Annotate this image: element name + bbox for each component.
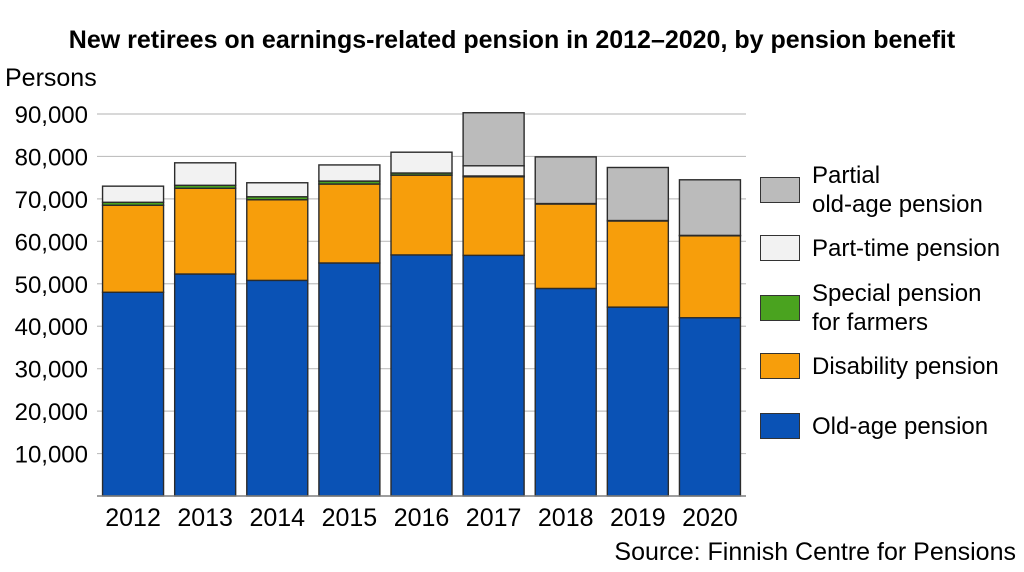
legend-swatch — [760, 177, 800, 203]
source-note: Source: Finnish Centre for Pensions — [614, 538, 1016, 566]
bar-segment-2017-part-time-pension — [462, 165, 525, 177]
legend-swatch — [760, 353, 800, 379]
y-tick-labels: 10,000 20,000 30,000 40,000 50,000 60,000 70,0… — [15, 102, 88, 469]
x-tick-label: 2014 — [249, 504, 305, 532]
bar-segment-2014-old-age-pension — [246, 279, 309, 497]
bar-segment-2020-disability-pension — [678, 235, 742, 319]
legend-label: Old-age pension — [812, 412, 1024, 441]
y-tick-label: 60,000 — [15, 229, 88, 256]
bar-segment-2016-part-time-pension — [390, 151, 453, 174]
x-tick-label: 2016 — [394, 504, 450, 532]
bars — [101, 112, 742, 497]
bar-segment-2015-disability-pension — [318, 183, 381, 264]
legend-item: Partial old-age pension — [760, 161, 1024, 219]
legend-item: Disability pension — [760, 352, 1024, 381]
legend-item: Old-age pension — [760, 412, 1024, 441]
bar-segment-2016-old-age-pension — [390, 254, 453, 497]
y-tick-label: 70,000 — [15, 187, 88, 214]
bar-segment-2012-old-age-pension — [101, 291, 165, 497]
bar-segment-2017-old-age-pension — [462, 254, 525, 497]
bar-segment-2019-disability-pension — [606, 220, 670, 308]
bar-segment-2015-part-time-pension — [318, 164, 381, 182]
x-tick-label: 2012 — [105, 504, 161, 532]
y-tick-label: 10,000 — [15, 442, 88, 469]
bar-segment-2020-partial-old-age-pension — [678, 179, 742, 237]
y-tick-label: 80,000 — [15, 144, 88, 171]
legend-label: Special pension for farmers — [812, 279, 1024, 337]
bar-segment-2019-old-age-pension — [606, 306, 670, 497]
legend-swatch — [760, 413, 800, 439]
legend-label-line: for farmers — [812, 309, 929, 336]
y-tick-label: 50,000 — [15, 272, 88, 299]
x-tick-label: 2013 — [177, 504, 233, 532]
bar-segment-2014-disability-pension — [246, 199, 309, 282]
y-axis-label: Persons — [5, 64, 97, 92]
bar-segment-2016-disability-pension — [390, 174, 453, 256]
chart-title: New retirees on earnings-related pension… — [68, 26, 956, 54]
bar-segment-2013-old-age-pension — [173, 273, 237, 497]
y-tick-label: 30,000 — [15, 357, 88, 384]
legend-item: Part-time pension — [760, 234, 1024, 263]
bar-segment-2013-part-time-pension — [173, 162, 237, 187]
legend-label: Part-time pension — [812, 234, 1024, 263]
bar-segment-2014-part-time-pension — [246, 182, 309, 198]
bar-segment-2018-old-age-pension — [534, 287, 597, 497]
bar-segment-2018-partial-old-age-pension — [534, 156, 597, 205]
bar-segment-2017-disability-pension — [462, 176, 525, 257]
y-tick-label: 90,000 — [15, 102, 88, 129]
legend-label: Partial old-age pension — [812, 161, 1024, 219]
legend-label-line: Part-time pension — [812, 234, 1001, 262]
bar-segment-2012-part-time-pension — [101, 185, 165, 203]
legend-label: Disability pension — [812, 352, 1024, 381]
x-tick-label: 2018 — [538, 504, 594, 532]
x-tick-label: 2015 — [322, 504, 378, 532]
bar-segment-2013-disability-pension — [173, 187, 237, 275]
legend-swatch — [760, 295, 800, 321]
legend-label-line: Special pension — [812, 280, 982, 307]
x-tick-label: 2017 — [466, 504, 522, 532]
bar-segment-2019-partial-old-age-pension — [606, 166, 670, 222]
legend-item: Special pension for farmers — [760, 279, 1024, 337]
x-tick-label: 2020 — [682, 504, 738, 532]
bar-segment-2018-disability-pension — [534, 203, 597, 290]
legend-label-line: Old-age pension — [812, 412, 989, 440]
x-tick-labels: 2012 2013 2014 2015 2016 2017 2018 2019 2020 — [105, 504, 738, 532]
bar-segment-2012-disability-pension — [101, 204, 165, 293]
legend-label-line: Partial — [812, 162, 881, 189]
y-tick-label: 40,000 — [15, 314, 88, 341]
legend-label-line: Disability pension — [812, 352, 999, 380]
x-tick-label: 2019 — [610, 504, 666, 532]
bar-segment-2020-old-age-pension — [678, 317, 742, 497]
bar-segment-2015-old-age-pension — [318, 262, 381, 497]
bar-segment-2017-partial-old-age-pension — [462, 112, 525, 167]
y-tick-label: 20,000 — [15, 399, 88, 426]
legend-swatch — [760, 235, 800, 261]
legend-label-line: old-age pension — [812, 191, 983, 218]
